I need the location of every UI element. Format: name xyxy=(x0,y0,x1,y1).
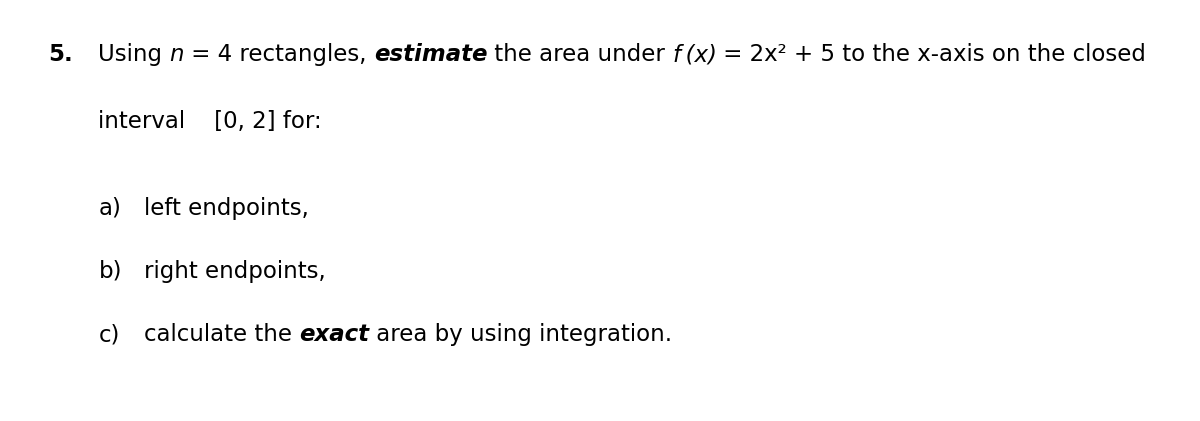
Text: = 2x² + 5 to the x-axis on the closed: = 2x² + 5 to the x-axis on the closed xyxy=(716,43,1146,66)
Text: 5.: 5. xyxy=(48,43,73,66)
Text: estimate: estimate xyxy=(374,43,487,66)
Text: calculate the: calculate the xyxy=(144,323,299,346)
Text: interval    [0, 2] for:: interval [0, 2] for: xyxy=(98,110,322,133)
Text: the area under: the area under xyxy=(487,43,672,66)
Text: area by using integration.: area by using integration. xyxy=(370,323,672,346)
Text: c): c) xyxy=(98,323,120,346)
Text: b): b) xyxy=(98,260,122,283)
Text: = 4 rectangles,: = 4 rectangles, xyxy=(184,43,374,66)
Text: right endpoints,: right endpoints, xyxy=(144,260,325,283)
Text: n: n xyxy=(169,43,184,66)
Text: left endpoints,: left endpoints, xyxy=(144,197,308,220)
Text: a): a) xyxy=(98,197,121,220)
Text: exact: exact xyxy=(299,323,370,346)
Text: Using: Using xyxy=(98,43,169,66)
Text: f (x): f (x) xyxy=(672,43,716,66)
